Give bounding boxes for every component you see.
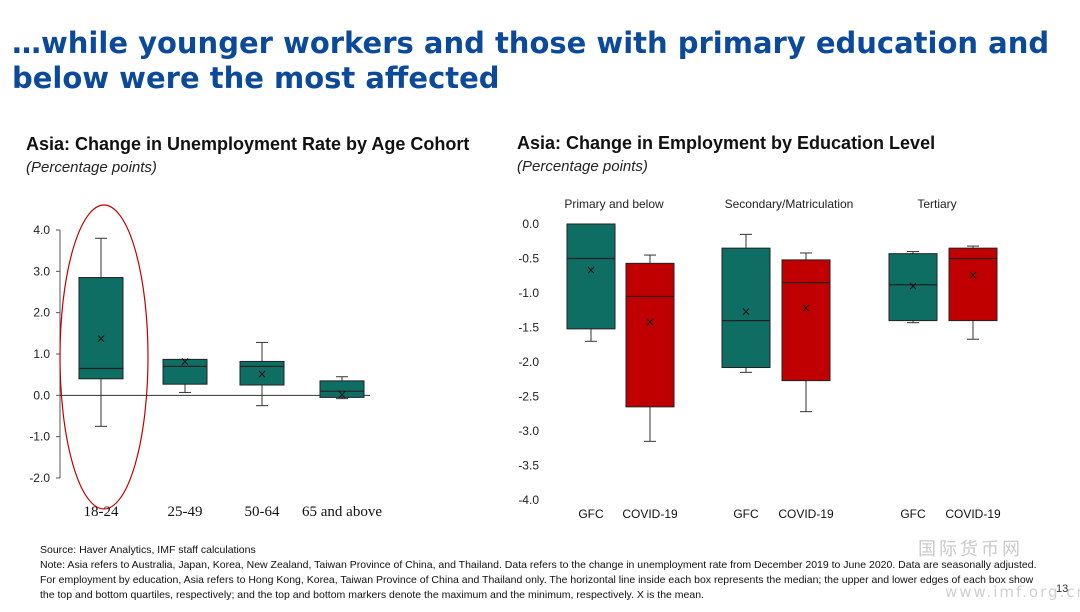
y-tick-label-4: -2.0: [518, 355, 539, 369]
mean-marker-1: ×: [645, 315, 655, 329]
education-level-boxplot: 0.0 -0.5 -1.0 -1.5 -2.0 -2.5 -3.0 -3.5 -4.0 Prima…: [518, 197, 1001, 521]
watermark-logo: 国际货币网: [918, 539, 1023, 560]
x-series-label-0: GFC: [578, 507, 604, 521]
mean-marker-5: ×: [968, 268, 978, 282]
page-number: 13: [1056, 583, 1069, 595]
x-series-label-1: COVID-19: [622, 507, 678, 521]
x-series-label-5: COVID-19: [945, 507, 1001, 521]
box-2: [721, 247, 771, 369]
slide-title: …while younger workers and those with pr…: [12, 26, 1050, 95]
note-line-3: the top and bottom quartiles, respective…: [40, 589, 704, 601]
x-series-label-3: COVID-19: [778, 507, 834, 521]
right-chart-subtitle: (Percentage points): [517, 158, 648, 175]
group-label-1: Secondary/Matriculation: [725, 197, 854, 211]
box-1: [162, 358, 208, 385]
x-series-label-2: GFC: [733, 507, 759, 521]
mean-marker-1: ×: [180, 354, 190, 368]
y-tick-label-0: 4.0: [33, 223, 50, 237]
right-chart-title: Asia: Change in Employment by Education …: [517, 133, 936, 153]
box-3: [781, 259, 831, 382]
mean-marker-0: ×: [96, 331, 106, 345]
y-tick-label-6: -2.0: [29, 471, 50, 485]
y-tick-label-1: 3.0: [33, 264, 50, 278]
mean-marker-3: ×: [337, 388, 347, 402]
box-1: [625, 262, 675, 408]
mean-marker-2: ×: [741, 305, 751, 319]
mean-marker-0: ×: [586, 263, 596, 277]
x-category-label-1: 25-49: [168, 504, 203, 520]
y-tick-label-2: 2.0: [33, 306, 50, 320]
box-4: [888, 253, 938, 322]
y-tick-label-8: -4.0: [518, 493, 539, 507]
y-tick-label-1: -0.5: [518, 252, 539, 266]
y-tick-label-6: -3.0: [518, 424, 539, 438]
group-label-2: Tertiary: [917, 197, 956, 211]
source-note: Source: Haver Analytics, IMF staff calcu…: [40, 544, 256, 556]
box-0: [78, 277, 124, 380]
note-line-1: Note: Asia refers to Australia, Japan, K…: [40, 559, 1037, 571]
y-tick-label-0: 0.0: [522, 217, 539, 231]
mean-marker-3: ×: [801, 301, 811, 315]
y-tick-label-3: 1.0: [33, 347, 50, 361]
age-cohort-boxplot: 4.0 3.0 2.0 1.0 0.0 -1.0 -2.0 × 18-24 × 25-49 × 50-6…: [29, 204, 382, 520]
footnotes: Source: Haver Analytics, IMF staff calcu…: [40, 543, 1050, 603]
y-tick-label-4: 0.0: [33, 388, 50, 402]
box-0: [566, 223, 616, 330]
x-series-label-4: GFC: [900, 507, 926, 521]
group-label-0: Primary and below: [564, 197, 664, 211]
watermark-url: www.imf.org.cn: [945, 583, 1080, 601]
mean-marker-4: ×: [908, 279, 918, 293]
highlight-ellipse: [59, 204, 149, 510]
y-tick-label-3: -1.5: [518, 321, 539, 335]
box-5: [948, 247, 998, 322]
left-chart-title: Asia: Change in Unemployment Rate by Age…: [26, 134, 470, 154]
x-category-label-2: 50-64: [245, 504, 280, 520]
y-tick-label-2: -1.0: [518, 286, 539, 300]
x-category-label-0: 18-24: [84, 504, 119, 520]
note-line-2: For employment by education, Asia refers…: [40, 574, 1034, 586]
y-tick-label-5: -1.0: [29, 430, 50, 444]
y-tick-label-5: -2.5: [518, 390, 539, 404]
mean-marker-2: ×: [257, 367, 267, 381]
box-2: [239, 360, 285, 386]
box-3: [319, 380, 365, 398]
y-tick-label-7: -3.5: [518, 459, 539, 473]
x-category-label-3: 65 and above: [302, 504, 382, 520]
left-chart-subtitle: (Percentage points): [26, 159, 157, 176]
